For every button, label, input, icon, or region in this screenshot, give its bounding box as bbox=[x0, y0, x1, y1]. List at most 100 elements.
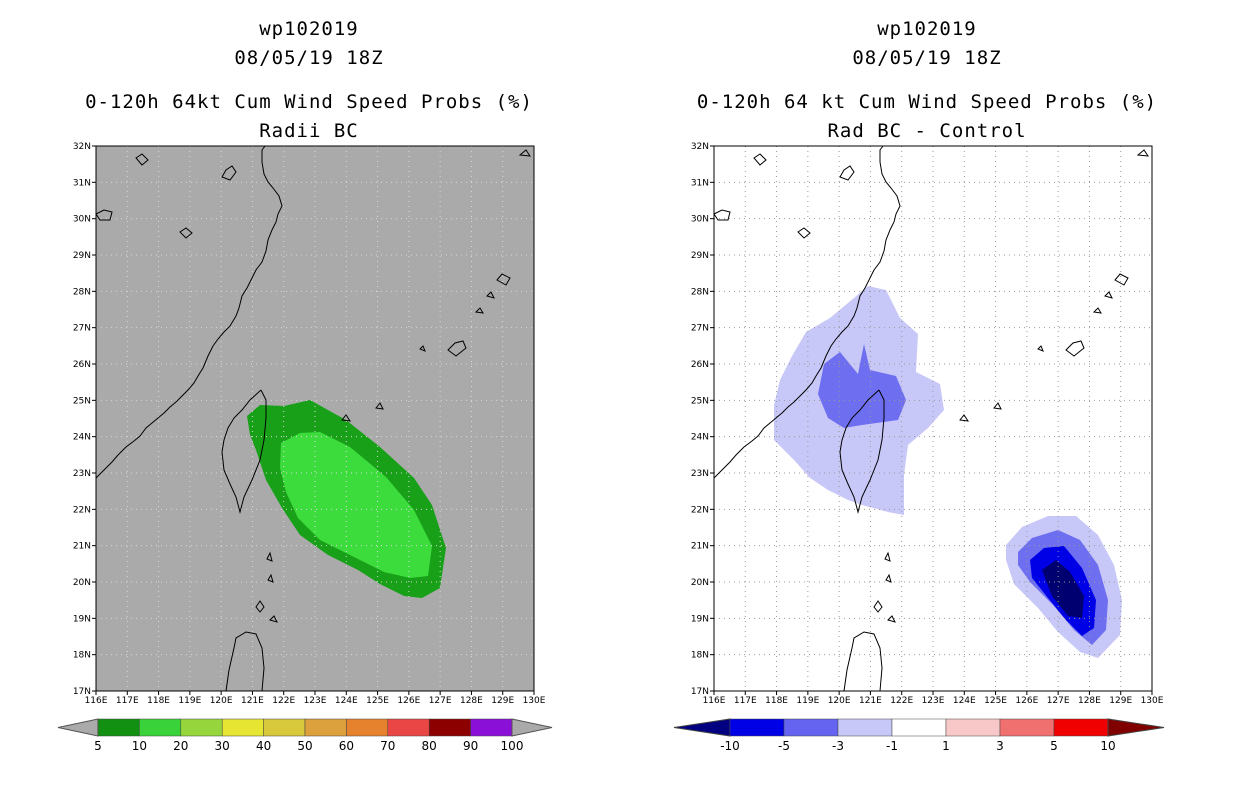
coastline-island bbox=[1092, 307, 1102, 314]
coastline-island bbox=[959, 414, 970, 422]
coastline-island bbox=[885, 573, 892, 583]
right-colorbar: -10 -5 -3 -1 1 3 5 10 bbox=[673, 718, 1165, 753]
colorbar-swatch bbox=[837, 718, 893, 737]
diff-contour-below-neg10-south bbox=[1042, 560, 1084, 618]
colorbar-label: -1 bbox=[886, 739, 898, 753]
coastline-taiwan bbox=[221, 389, 267, 514]
lat-label: 25N bbox=[691, 396, 709, 406]
coastline-island bbox=[486, 291, 495, 299]
lat-label: 20N bbox=[73, 578, 91, 588]
coastline-island bbox=[753, 153, 767, 166]
colorbar-label: -10 bbox=[720, 739, 740, 753]
lon-label: 128E bbox=[460, 696, 483, 706]
lat-label: 20N bbox=[691, 578, 709, 588]
lat-label: 19N bbox=[73, 614, 91, 624]
lat-label: 18N bbox=[691, 651, 709, 661]
lat-label: 29N bbox=[691, 251, 709, 261]
left-subtitle: Radii BC bbox=[259, 120, 359, 142]
colorbar-swatch bbox=[945, 718, 1001, 737]
lon-label: 125E bbox=[366, 696, 389, 706]
coastline-island bbox=[266, 551, 273, 562]
left-datetime: 08/05/19 18Z bbox=[234, 47, 384, 69]
coastline-island bbox=[1114, 273, 1129, 286]
lat-label: 31N bbox=[691, 178, 709, 188]
colorbar-swatch bbox=[139, 718, 182, 737]
colorbar-label: 40 bbox=[256, 739, 271, 753]
right-subtitle: Rad BC - Control bbox=[827, 120, 1027, 142]
colorbar-label: 80 bbox=[422, 739, 437, 753]
colorbar-swatch bbox=[891, 718, 947, 737]
coastline-island bbox=[341, 414, 352, 422]
colorbar-swatch bbox=[263, 718, 306, 737]
colorbar-swatch bbox=[97, 718, 140, 737]
colorbar-under-arrow bbox=[673, 718, 731, 737]
lat-label: 23N bbox=[691, 469, 709, 479]
left-product-title: 0-120h 64kt Cum Wind Speed Probs (%) bbox=[85, 91, 533, 113]
coastline-island bbox=[887, 615, 896, 623]
left-storm-id: wp102019 bbox=[259, 18, 359, 40]
coastline-island bbox=[518, 149, 532, 157]
colorbar-swatch bbox=[729, 718, 785, 737]
coastline-island bbox=[1065, 340, 1085, 357]
coastlines bbox=[95, 145, 532, 692]
lon-label: 128E bbox=[1078, 696, 1101, 706]
lat-label: 17N bbox=[73, 687, 91, 697]
coastline-island bbox=[419, 345, 426, 352]
lon-label: 120E bbox=[210, 696, 233, 706]
lon-label: 122E bbox=[890, 696, 913, 706]
lat-label: 31N bbox=[73, 178, 91, 188]
colorbar-swatch bbox=[346, 718, 389, 737]
left-map: 32N 31N 30N 29N 28N 27N 26N 25N 24N 23N 22N 21N 20N 1… bbox=[57, 142, 553, 753]
lat-label: 23N bbox=[73, 469, 91, 479]
coastline-island bbox=[474, 307, 484, 314]
coastline-island bbox=[375, 402, 384, 410]
left-panel: wp102019 08/05/19 18Z 0-120h 64kt Cum Wi… bbox=[57, 18, 553, 753]
lon-label: 121E bbox=[241, 696, 264, 706]
colorbar-label: -3 bbox=[832, 739, 844, 753]
colorbar-label: 3 bbox=[996, 739, 1004, 753]
lon-label: 116E bbox=[85, 696, 108, 706]
lon-label: 124E bbox=[953, 696, 976, 706]
lon-label: 126E bbox=[397, 696, 420, 706]
colorbar-swatch bbox=[470, 718, 513, 737]
right-storm-id: wp102019 bbox=[877, 18, 977, 40]
grid-lines bbox=[96, 146, 534, 691]
lat-label: 21N bbox=[691, 542, 709, 552]
lon-label: 118E bbox=[147, 696, 170, 706]
lat-label: 27N bbox=[691, 324, 709, 334]
coastline-island bbox=[993, 402, 1002, 410]
lon-label: 123E bbox=[304, 696, 327, 706]
lon-label: 120E bbox=[828, 696, 851, 706]
coastline-island bbox=[797, 227, 811, 239]
colorbar-swatch bbox=[180, 718, 223, 737]
coastline-china bbox=[95, 145, 283, 479]
coastline-island bbox=[269, 615, 278, 623]
colorbar-label: 20 bbox=[173, 739, 188, 753]
coastline-luzon bbox=[225, 631, 265, 692]
colorbar-label: 10 bbox=[132, 739, 147, 753]
lon-label: 127E bbox=[429, 696, 452, 706]
lon-label: 122E bbox=[272, 696, 295, 706]
lon-label: 119E bbox=[178, 696, 201, 706]
lat-label: 28N bbox=[691, 287, 709, 297]
coastline-island bbox=[255, 600, 265, 613]
lon-label: 117E bbox=[734, 696, 757, 706]
lon-label: 130E bbox=[1141, 696, 1164, 706]
coastline-taiwan bbox=[839, 389, 885, 514]
lon-label: 119E bbox=[796, 696, 819, 706]
lon-label: 121E bbox=[859, 696, 882, 706]
coastline-china bbox=[713, 145, 901, 479]
lon-label: 129E bbox=[491, 696, 514, 706]
colorbar-label: 1 bbox=[942, 739, 950, 753]
coastline-island bbox=[95, 209, 113, 221]
lat-label: 28N bbox=[73, 287, 91, 297]
right-product-title: 0-120h 64 kt Cum Wind Speed Probs (%) bbox=[696, 91, 1158, 113]
right-panel: wp102019 08/05/19 18Z 0-120h 64 kt Cum W… bbox=[618, 0, 1236, 800]
lat-label: 18N bbox=[73, 651, 91, 661]
lat-label: 32N bbox=[73, 142, 91, 152]
colorbar-label: 60 bbox=[339, 739, 354, 753]
lon-label: 118E bbox=[765, 696, 788, 706]
colorbar-label: 50 bbox=[297, 739, 312, 753]
lat-label: 24N bbox=[73, 433, 91, 443]
coastline-island bbox=[873, 600, 883, 613]
